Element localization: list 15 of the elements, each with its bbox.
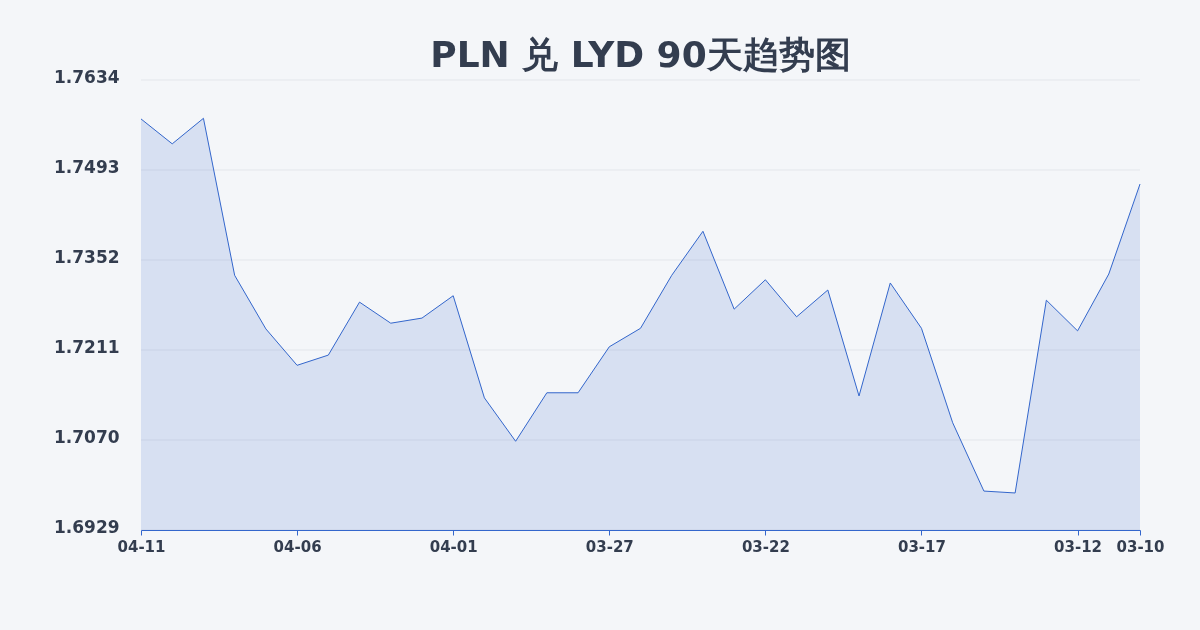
y-tick-label: 1.7493 (54, 157, 120, 177)
x-tick-label: 04-01 (429, 537, 478, 556)
x-tick-label: 03-17 (897, 537, 946, 556)
y-tick-label: 1.7352 (54, 247, 120, 267)
x-tick-label: 03-10 (1116, 537, 1165, 556)
x-tick-label: 03-22 (741, 537, 790, 556)
y-tick-label: 1.7634 (54, 67, 120, 87)
x-tick-label: 03-12 (1054, 537, 1103, 556)
x-tick-label: 04-11 (117, 537, 166, 556)
y-tick-label: 1.7211 (54, 337, 120, 357)
x-tick-label: 04-06 (273, 537, 322, 556)
y-tick-label: 1.7070 (54, 427, 120, 447)
x-tick-label: 03-27 (585, 537, 634, 556)
chart-title: PLN 兑 LYD 90天趋势图 (430, 34, 851, 75)
y-tick-label: 1.6929 (54, 517, 120, 537)
